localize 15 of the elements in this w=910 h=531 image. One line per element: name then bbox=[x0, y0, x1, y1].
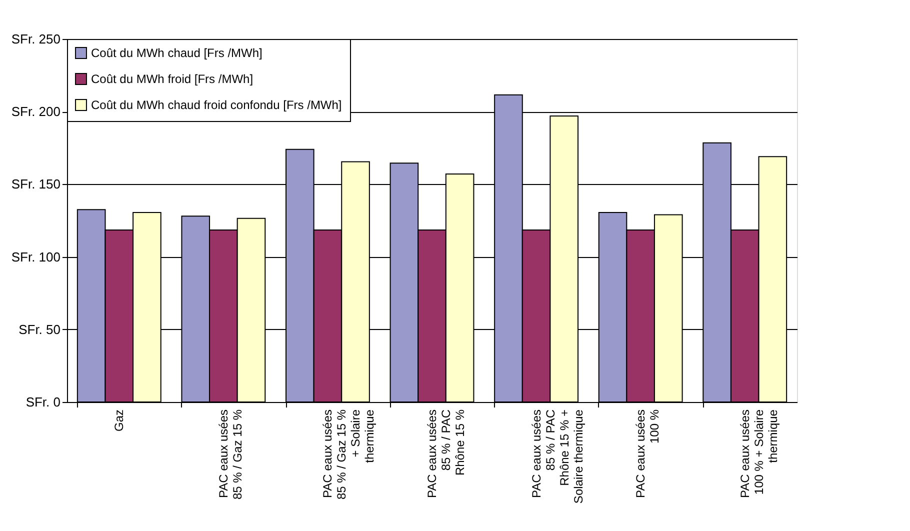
x-tick-label: PAC eaux usées 85 % / PAC Rhône 15 % + Solaire thermique bbox=[529, 409, 586, 504]
legend-label: Coût du MWh chaud froid confondu [Frs /MWh] bbox=[91, 98, 342, 112]
y-tick-label: SFr. 100 bbox=[11, 249, 60, 264]
x-tick-label: PAC eaux usées 100 % + Solaire thermique bbox=[738, 409, 780, 498]
y-tick-label: SFr. 150 bbox=[11, 176, 60, 192]
legend-label: Coût du MWh chaud [Frs /MWh] bbox=[91, 46, 262, 60]
y-tick-label: SFr. 250 bbox=[11, 32, 60, 46]
x-tick-label: PAC eaux usées 100 % bbox=[634, 409, 662, 498]
y-tick-label: SFr. 200 bbox=[11, 104, 60, 120]
y-tick-label: SFr. 50 bbox=[18, 322, 60, 337]
x-tick-label: Gaz bbox=[112, 410, 126, 432]
legend-label: Coût du MWh froid [Frs /MWh] bbox=[91, 72, 254, 86]
y-tick-label: SFr. 0 bbox=[26, 394, 60, 410]
x-tick-label: PAC eaux usées 85 % / Gaz 15 % + Solaire thermique bbox=[320, 409, 377, 500]
x-tick-label: PAC eaux usées 85 % / Gaz 15 % bbox=[216, 409, 244, 500]
